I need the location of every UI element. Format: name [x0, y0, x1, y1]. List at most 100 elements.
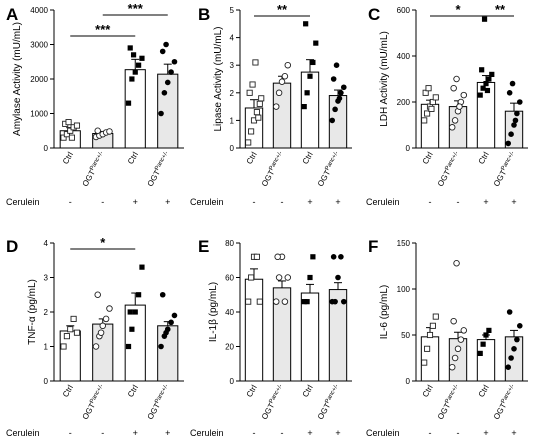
cerulein-sign: - — [101, 197, 104, 207]
cerulein-sign: - — [69, 197, 72, 207]
data-point — [456, 103, 463, 110]
cerulein-label: Cerulein — [190, 428, 224, 438]
category-label: OGTPanc+/- — [492, 384, 519, 422]
data-point — [256, 298, 263, 305]
data-point — [163, 41, 169, 48]
panel-A: A 0 1000 2000 3000 4000 Amylase Activity (mU/m… — [6, 1, 184, 207]
data-point — [129, 326, 135, 332]
cerulein-sign: + — [165, 197, 170, 207]
data-point — [428, 105, 435, 112]
data-point — [338, 253, 344, 260]
data-point — [248, 274, 255, 281]
data-point — [248, 128, 255, 135]
data-point — [171, 312, 178, 319]
data-point — [65, 119, 72, 126]
data-point — [255, 114, 262, 121]
y-tick-label: 0 — [406, 377, 411, 386]
data-point — [272, 298, 280, 305]
data-point — [158, 110, 164, 117]
significance-label: *** — [128, 1, 144, 16]
data-point — [252, 59, 259, 66]
category-label: OGTPanc+/- — [436, 151, 463, 189]
data-point — [457, 336, 465, 343]
data-point — [94, 291, 101, 299]
category-label: OGTPanc+/- — [146, 151, 173, 189]
data-point — [330, 76, 337, 82]
data-point — [136, 62, 142, 68]
cerulein-sign: - — [429, 197, 432, 207]
cerulein-label: Cerulein — [366, 197, 400, 207]
data-point — [70, 315, 77, 322]
data-point — [275, 89, 283, 97]
significance-label: *** — [95, 22, 111, 37]
data-point — [514, 336, 520, 343]
data-point — [132, 69, 138, 75]
panel-letter: D — [6, 237, 18, 256]
data-point — [477, 92, 483, 98]
cerulein-sign: + — [133, 428, 138, 438]
category-label: OGTPanc+/- — [436, 384, 463, 422]
data-point — [258, 95, 265, 102]
data-point — [60, 343, 67, 350]
data-point — [514, 110, 520, 117]
data-point — [253, 253, 260, 260]
cerulein-sign: + — [483, 428, 488, 438]
data-point — [450, 317, 457, 325]
data-point — [106, 305, 113, 312]
data-point — [511, 346, 517, 352]
bar — [124, 69, 146, 149]
category-label: Ctrl — [61, 150, 75, 165]
cerulein-sign: - — [281, 197, 284, 207]
bar — [448, 338, 468, 382]
cerulein-sign: + — [133, 197, 138, 207]
y-tick-label: 0 — [230, 377, 235, 386]
data-point — [448, 363, 456, 371]
data-point — [139, 55, 145, 61]
data-point — [451, 354, 459, 362]
y-tick-label: 1 — [44, 343, 49, 352]
y-tick-label: 2000 — [30, 75, 48, 84]
data-point — [67, 326, 74, 333]
data-point — [511, 122, 517, 128]
data-point — [486, 76, 492, 82]
category-label: Ctrl — [61, 383, 75, 398]
y-axis-label: TNF-α (pg/mL) — [27, 279, 38, 345]
y-tick-label: 0 — [44, 144, 49, 153]
data-point — [335, 274, 341, 281]
data-point — [460, 91, 468, 99]
data-point — [97, 329, 105, 336]
cerulein-sign: + — [307, 428, 312, 438]
data-point — [125, 343, 132, 350]
y-tick-label: 60 — [225, 274, 234, 283]
y-axis-label: IL-1β (pg/mL) — [208, 282, 219, 342]
data-point — [516, 323, 523, 329]
data-point — [424, 110, 431, 117]
panel-letter: F — [368, 237, 378, 256]
data-point — [63, 131, 70, 138]
cerulein-sign: + — [165, 428, 170, 438]
data-point — [332, 106, 338, 113]
data-point — [506, 90, 513, 96]
significance-label: ** — [277, 2, 288, 17]
data-point — [94, 127, 101, 134]
data-point — [421, 359, 428, 366]
category-label: OGTPanc+/- — [492, 151, 519, 189]
y-axis-label: IL-6 (pg/mL) — [379, 285, 390, 339]
category-label: Ctrl — [477, 383, 491, 398]
data-point — [161, 90, 168, 96]
cerulein-sign: - — [253, 197, 256, 207]
cerulein-sign: + — [511, 197, 516, 207]
panel-letter: C — [368, 5, 380, 24]
data-point — [307, 73, 313, 79]
data-point — [168, 319, 174, 326]
y-tick-label: 200 — [397, 98, 411, 107]
y-axis-label: Amylase Activity (mU/mL) — [12, 22, 23, 136]
data-point — [479, 67, 485, 73]
y-tick-label: 3 — [230, 61, 235, 70]
data-point — [301, 104, 307, 110]
data-point — [484, 87, 491, 94]
bar — [300, 71, 320, 149]
data-point — [168, 69, 174, 75]
